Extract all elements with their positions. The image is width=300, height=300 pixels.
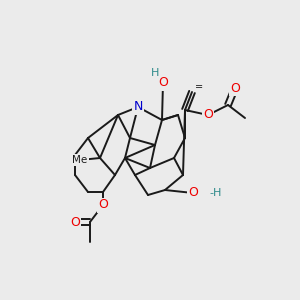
Text: O: O [203, 109, 213, 122]
Text: -H: -H [209, 188, 221, 198]
Text: N: N [133, 100, 143, 113]
Text: H: H [151, 68, 159, 78]
Text: O: O [230, 82, 240, 94]
Text: O: O [98, 199, 108, 212]
Text: O: O [158, 76, 168, 89]
Text: O: O [70, 215, 80, 229]
Text: O: O [188, 187, 198, 200]
Text: =: = [195, 82, 203, 92]
Text: Me: Me [72, 155, 88, 165]
